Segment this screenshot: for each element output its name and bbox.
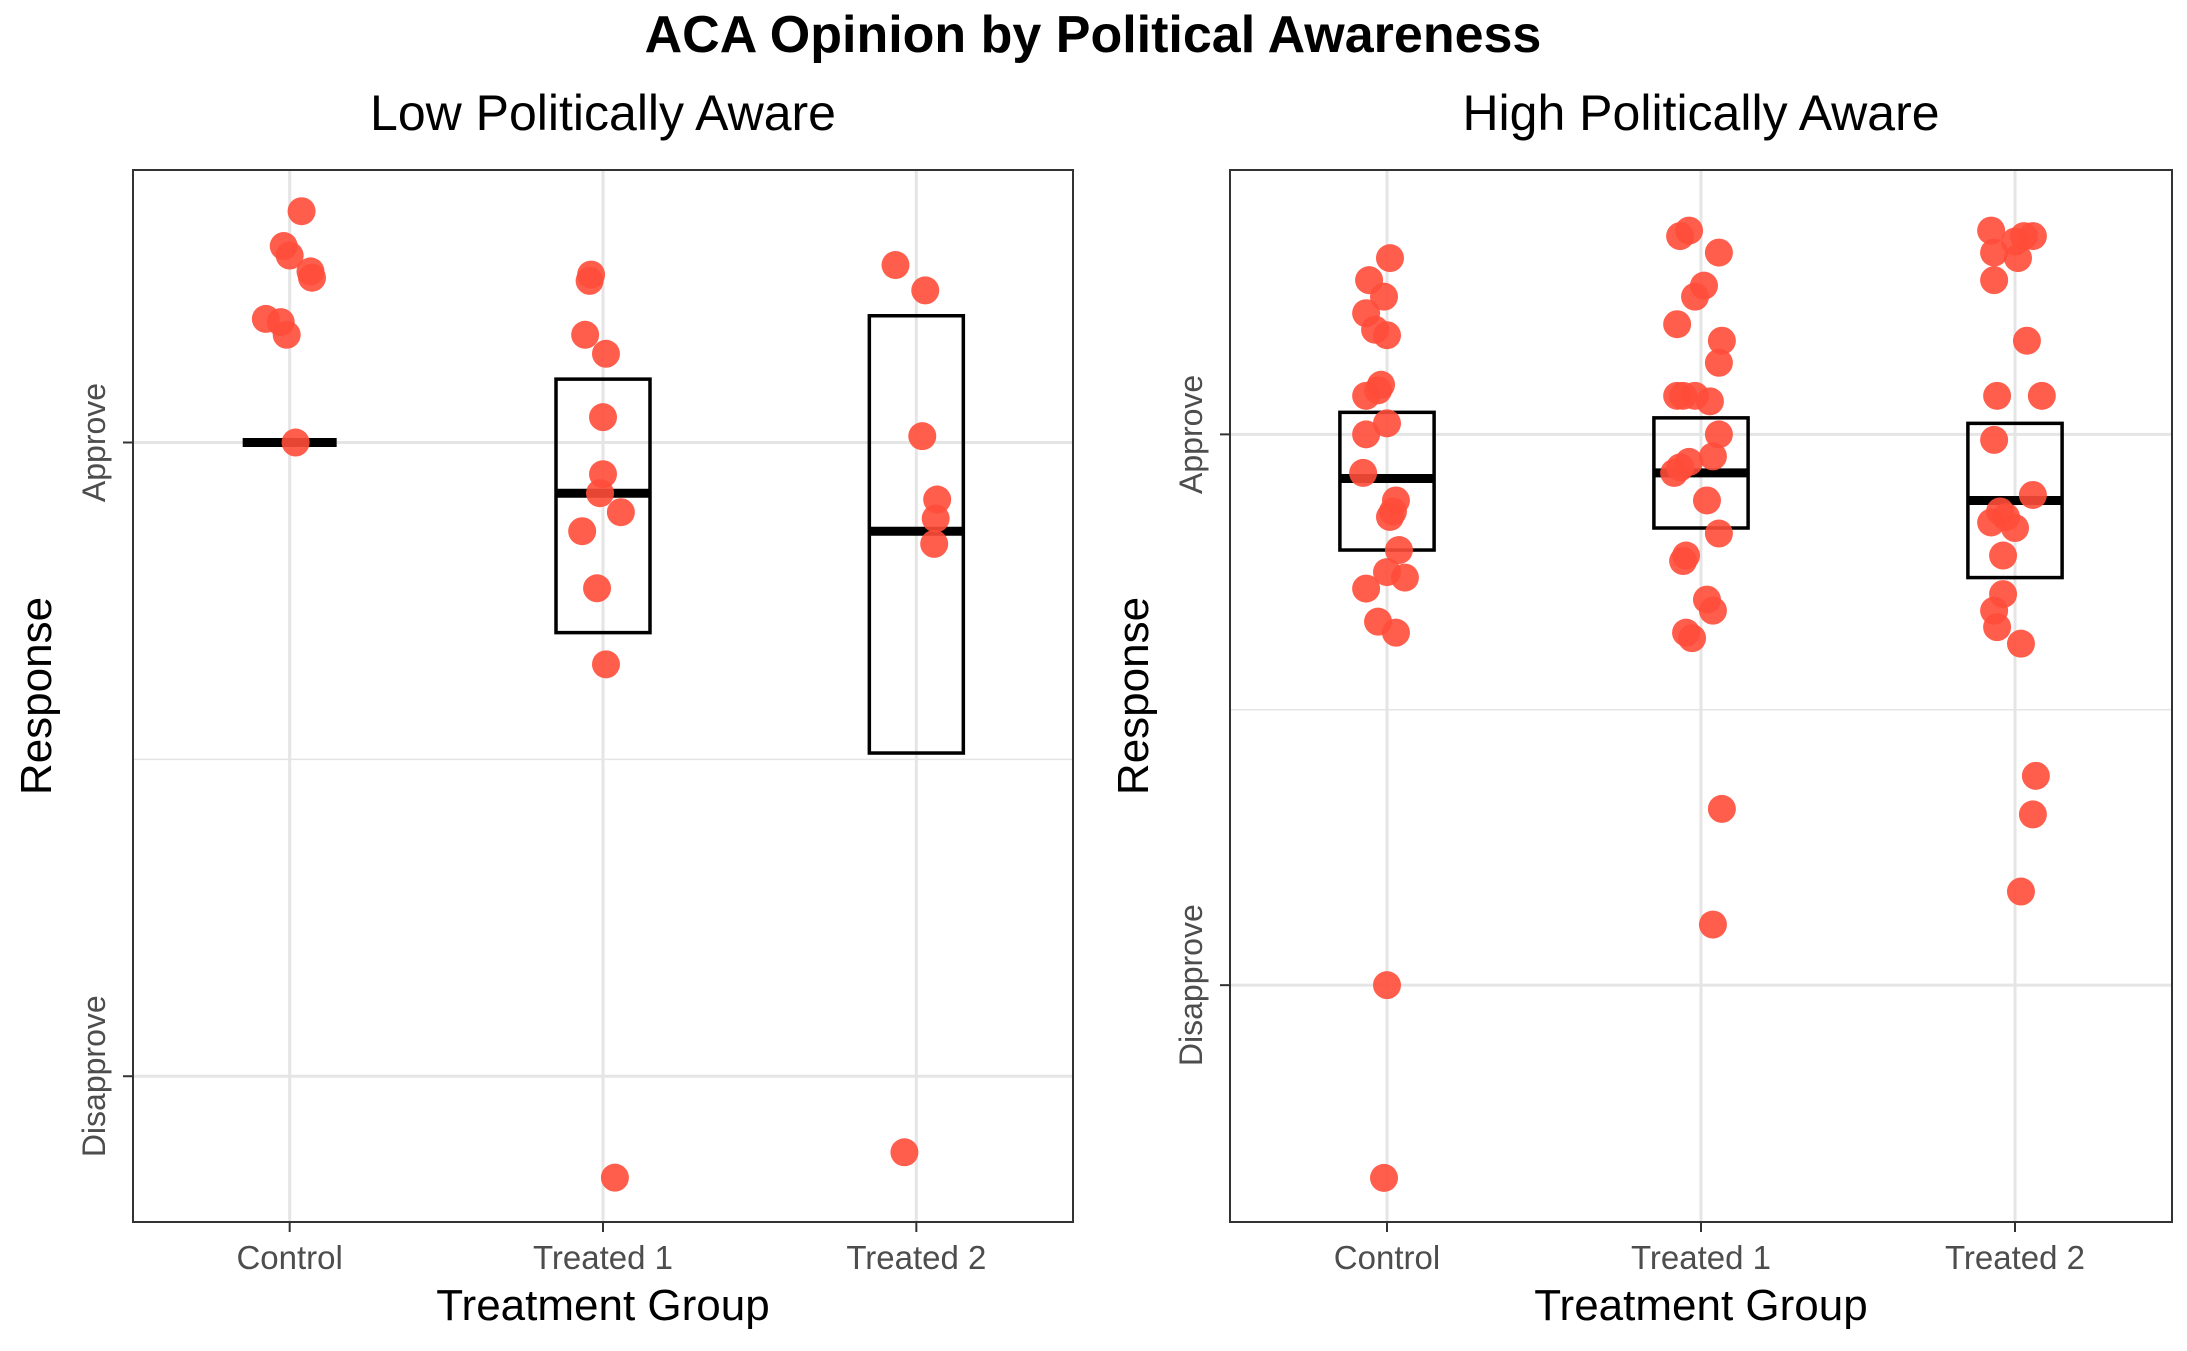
data-point bbox=[568, 517, 597, 546]
data-point bbox=[1983, 381, 2012, 410]
data-point bbox=[589, 403, 617, 432]
data-point bbox=[2018, 480, 2047, 509]
y-tick-label: Disapprove bbox=[1173, 904, 1209, 1066]
data-point bbox=[1373, 409, 1401, 438]
data-point bbox=[1669, 547, 1698, 576]
data-point bbox=[1980, 425, 2009, 454]
data-point bbox=[287, 197, 316, 226]
data-point bbox=[272, 320, 301, 349]
y-tick-label: Approve bbox=[1173, 375, 1209, 494]
data-point bbox=[2018, 222, 2047, 251]
data-point bbox=[600, 1163, 629, 1192]
data-point bbox=[2021, 761, 2050, 790]
x-tick-label: Treated 2 bbox=[1945, 1239, 2085, 1276]
data-point bbox=[586, 479, 615, 508]
data-point bbox=[591, 339, 620, 368]
data-point bbox=[591, 650, 620, 679]
panel-high-aware: Approve Disapprove Control Treated 1 Treated… bbox=[1109, 85, 2173, 1330]
data-point bbox=[908, 422, 937, 451]
data-point bbox=[1352, 420, 1381, 449]
x-tick-label: Control bbox=[236, 1239, 342, 1276]
data-point bbox=[1977, 508, 2006, 537]
data-point bbox=[1692, 486, 1721, 515]
x-axis-label: Treatment Group bbox=[1534, 1281, 1867, 1330]
data-point bbox=[1707, 326, 1736, 355]
y-tick-label: Approve bbox=[76, 383, 112, 502]
data-point bbox=[1660, 458, 1689, 487]
data-point bbox=[911, 276, 940, 305]
data-point bbox=[1678, 624, 1707, 653]
data-point bbox=[1375, 502, 1404, 531]
data-point bbox=[1695, 387, 1724, 416]
data-point bbox=[2012, 326, 2041, 355]
data-point bbox=[1980, 238, 2009, 267]
data-point bbox=[1352, 574, 1381, 603]
data-point bbox=[1390, 563, 1419, 592]
data-point bbox=[1663, 310, 1692, 339]
data-point bbox=[1681, 282, 1710, 311]
data-point bbox=[881, 251, 910, 280]
data-point bbox=[1704, 420, 1733, 449]
data-point bbox=[297, 263, 326, 292]
data-point bbox=[1980, 266, 2009, 295]
data-point bbox=[1983, 613, 2012, 642]
data-point bbox=[583, 574, 612, 603]
data-point bbox=[1364, 376, 1393, 405]
x-axis-label: Treatment Group bbox=[436, 1281, 769, 1330]
data-point bbox=[2001, 514, 2029, 543]
data-point bbox=[1977, 216, 2006, 245]
data-point bbox=[1373, 321, 1401, 350]
data-point bbox=[921, 504, 950, 533]
box-treated-1 bbox=[554, 377, 652, 635]
data-point bbox=[606, 498, 635, 527]
panel-subtitle: Low Politically Aware bbox=[370, 85, 836, 141]
y-axis-label: Response bbox=[1109, 597, 1158, 795]
x-tick-label: Treated 1 bbox=[533, 1239, 673, 1276]
data-point bbox=[1704, 519, 1733, 548]
data-point bbox=[575, 266, 604, 295]
data-point bbox=[2006, 629, 2035, 658]
y-tick-label: Disapprove bbox=[76, 995, 112, 1157]
data-point bbox=[1698, 442, 1727, 471]
data-point bbox=[2006, 877, 2035, 906]
data-point bbox=[1375, 244, 1404, 273]
data-point bbox=[2027, 381, 2056, 410]
data-point bbox=[1704, 238, 1733, 267]
data-point bbox=[1704, 348, 1733, 377]
data-point bbox=[1666, 222, 1695, 251]
data-point bbox=[1373, 971, 1401, 1000]
data-point bbox=[1698, 596, 1727, 625]
data-point bbox=[890, 1138, 919, 1167]
data-point bbox=[2018, 800, 2047, 829]
data-point bbox=[1698, 910, 1727, 939]
data-point bbox=[2003, 244, 2032, 273]
data-point bbox=[281, 428, 310, 457]
data-point bbox=[1707, 794, 1736, 823]
figure-title: ACA Opinion by Political Awareness bbox=[645, 6, 1542, 64]
data-point bbox=[1349, 458, 1378, 487]
y-axis-label: Response bbox=[12, 597, 61, 795]
data-point bbox=[275, 241, 304, 270]
x-tick-label: Treated 2 bbox=[846, 1239, 986, 1276]
data-point bbox=[1384, 536, 1413, 565]
panel-low-aware: Approve Disapprove Control Treated 1 Treated… bbox=[12, 85, 1074, 1330]
data-point bbox=[571, 320, 600, 349]
x-tick-label: Treated 1 bbox=[1631, 1239, 1771, 1276]
data-point bbox=[1381, 618, 1410, 647]
data-point bbox=[1989, 541, 2018, 570]
x-tick-label: Control bbox=[1334, 1239, 1440, 1276]
data-point bbox=[920, 529, 949, 558]
data-point bbox=[1370, 1163, 1399, 1192]
panel-subtitle: High Politically Aware bbox=[1462, 85, 1939, 141]
data-point bbox=[1370, 282, 1399, 311]
